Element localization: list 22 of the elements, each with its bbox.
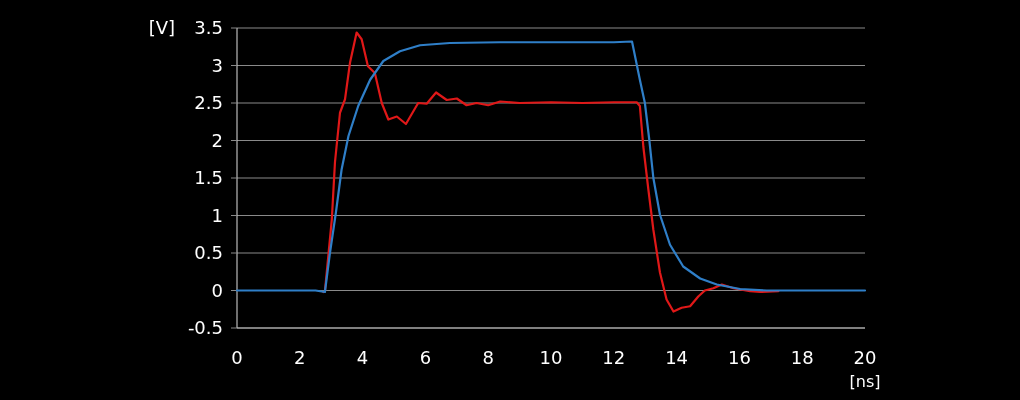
x-tick-label: 2 <box>294 347 306 368</box>
y-axis-title: [V] <box>148 17 175 39</box>
y-tick-label: 1 <box>211 204 223 226</box>
x-tick-label: 14 <box>665 347 689 368</box>
x-tick-label: 8 <box>482 347 494 368</box>
x-tick-label: 6 <box>419 347 432 368</box>
y-tick-label: -0.5 <box>187 317 223 339</box>
x-tick-label: 10 <box>539 347 563 368</box>
y-tick-label: 3 <box>211 54 223 76</box>
y-tick-label: 0.5 <box>194 242 223 264</box>
y-tick-label: 2.5 <box>194 92 223 114</box>
x-tick-label: 16 <box>727 347 751 368</box>
y-tick-label: 2 <box>211 129 223 151</box>
x-tick-label: 18 <box>790 347 814 368</box>
x-tick-label: 4 <box>356 347 369 368</box>
x-tick-label: 20 <box>853 347 877 368</box>
y-tick-label: 3.5 <box>194 17 223 39</box>
y-tick-label: 0 <box>211 279 223 301</box>
x-axis-title: [ns] <box>849 372 881 391</box>
x-tick-label: 12 <box>602 347 626 368</box>
x-tick-label: 0 <box>231 347 243 368</box>
y-tick-label: 1.5 <box>194 167 223 189</box>
